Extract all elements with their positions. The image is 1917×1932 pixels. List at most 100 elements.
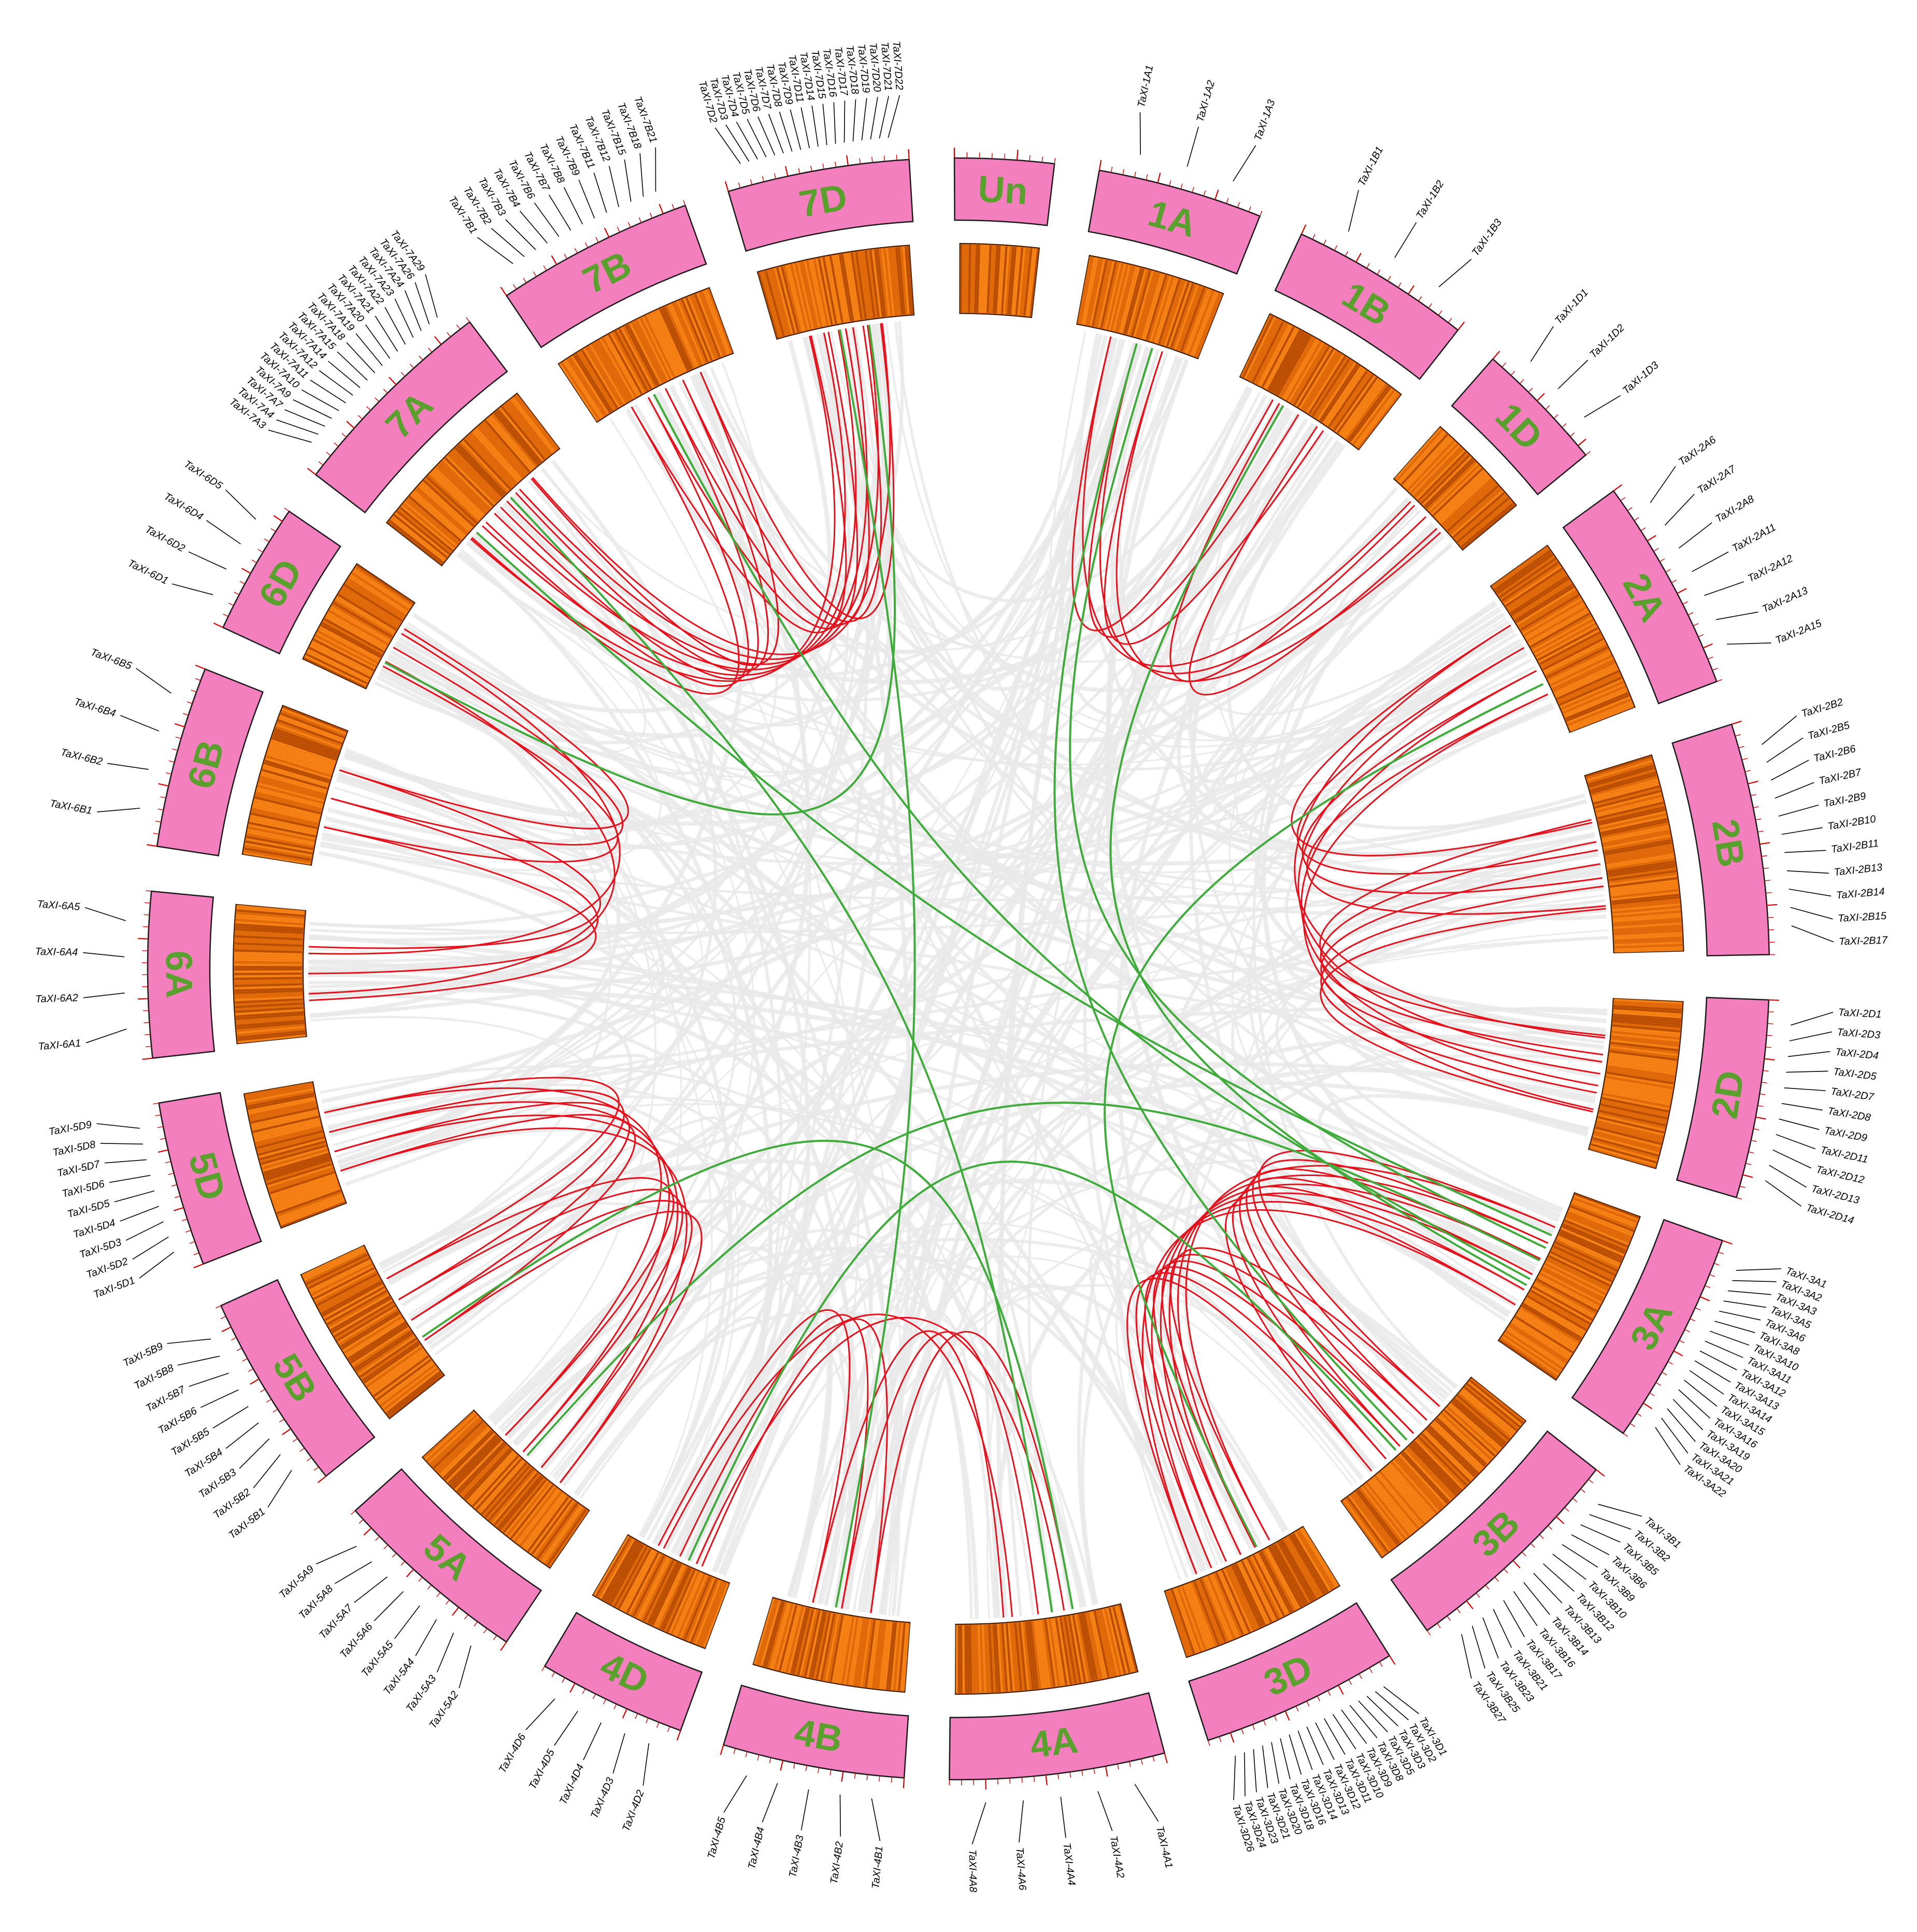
density-stripe [634, 1556, 667, 1618]
density-stripe [1244, 1558, 1277, 1621]
density-stripe [643, 315, 676, 378]
tick-mark [228, 603, 234, 606]
density-stripe [259, 1140, 326, 1161]
density-stripe [1499, 557, 1556, 598]
density-stripe [1352, 1493, 1395, 1549]
density-stripe [1094, 260, 1110, 327]
density-stripe [1514, 583, 1573, 622]
density-stripe [1296, 1530, 1333, 1590]
cross-link-6d-7d [384, 324, 896, 815]
density-stripe [260, 1142, 326, 1163]
gene-leader-line [1324, 1718, 1346, 1755]
synteny-link [1216, 617, 1555, 834]
density-stripe [1456, 1394, 1510, 1441]
density-stripe [1591, 776, 1657, 796]
density-stripe [309, 645, 371, 677]
density-stripe [1500, 1337, 1558, 1378]
tick-mark [1081, 1770, 1083, 1776]
gene-leader-line [554, 1711, 578, 1746]
density-stripe [367, 1348, 424, 1390]
density-stripe [692, 294, 719, 359]
density-stripe [1277, 1541, 1312, 1602]
density-stripe [1520, 1306, 1580, 1343]
density-stripe [1076, 1614, 1091, 1682]
density-stripe [1271, 332, 1306, 393]
density-stripe [1078, 1613, 1093, 1681]
density-stripe [399, 507, 453, 552]
density-stripe [337, 1307, 397, 1344]
tick-mark [1620, 497, 1626, 501]
density-stripe [246, 1088, 313, 1103]
tick-mark [1476, 1593, 1480, 1598]
density-stripe [637, 318, 669, 381]
density-stripe [1108, 264, 1126, 331]
density-stripe [765, 1601, 785, 1668]
gene-leader-line [1513, 1591, 1538, 1626]
density-stripe [1391, 1461, 1438, 1514]
density-stripe [1613, 925, 1682, 931]
tick-mark [1105, 1766, 1108, 1777]
gene-leader-line [1678, 1389, 1711, 1419]
density-stripe [322, 1282, 383, 1317]
tick-mark [896, 154, 897, 161]
density-stripe [1466, 1383, 1521, 1428]
density-stripe [249, 1103, 317, 1119]
density-stripe [453, 449, 502, 499]
density-stripe [355, 566, 413, 606]
gene-leader-line [459, 1645, 471, 1688]
density-stripe [657, 1566, 688, 1629]
density-stripe [1451, 490, 1504, 537]
tick-mark [193, 1263, 204, 1268]
density-stripe [1566, 694, 1630, 722]
tick-mark [1705, 1285, 1711, 1289]
dup-link-3b-3d [1144, 1266, 1401, 1562]
density-stripe [804, 261, 821, 328]
tick-mark [1562, 423, 1567, 428]
density-stripe [834, 1615, 848, 1683]
synteny-link [840, 329, 1561, 1217]
density-stripe [620, 1549, 654, 1610]
density-stripe [1139, 273, 1161, 339]
density-stripe [1033, 1621, 1044, 1688]
density-stripe [1129, 269, 1149, 336]
density-stripe [1560, 679, 1623, 708]
density-stripe [1250, 1555, 1283, 1618]
density-stripe [499, 407, 544, 462]
gene-label: TaXI-2B15 [1838, 910, 1887, 924]
tick-mark [483, 1628, 488, 1634]
synteny-link [1060, 334, 1410, 718]
density-stripe [423, 479, 475, 527]
cross-link-1a-3a [1069, 348, 1547, 1249]
tick-mark [835, 161, 837, 168]
gene-leader-line [1253, 1749, 1257, 1793]
density-stripe [1613, 918, 1681, 925]
density-stripe [1462, 1388, 1516, 1434]
tick-mark [1157, 173, 1161, 183]
density-stripe [1014, 1623, 1022, 1691]
density-stripe [281, 710, 346, 737]
density-stripe [1610, 1046, 1678, 1056]
density-stripe [1337, 377, 1378, 434]
density-stripe [1445, 1408, 1497, 1455]
tick-mark [613, 1704, 617, 1710]
tick-mark [1355, 252, 1362, 263]
density-stripe [460, 1444, 508, 1496]
density-stripe [1590, 1147, 1656, 1168]
density-stripe [1557, 1235, 1621, 1265]
chromosome-3b [1390, 1430, 1597, 1632]
gene-leader-line [310, 380, 346, 404]
density-stripe [303, 1248, 365, 1279]
density-stripe [514, 1487, 557, 1542]
density-stripe [1557, 672, 1621, 702]
density-stripe [259, 1138, 325, 1158]
density-stripe [451, 450, 500, 500]
density-stripe [280, 712, 345, 739]
density-stripe [488, 1468, 534, 1521]
density-stripe [1596, 799, 1664, 818]
dup-link-4a-4b [870, 1331, 1074, 1613]
background-synteny-links [308, 321, 1608, 1619]
density-stripe [1611, 1037, 1679, 1047]
density-stripe [254, 1124, 321, 1142]
density-stripe [1257, 324, 1291, 386]
density-stripe [1596, 1122, 1663, 1141]
